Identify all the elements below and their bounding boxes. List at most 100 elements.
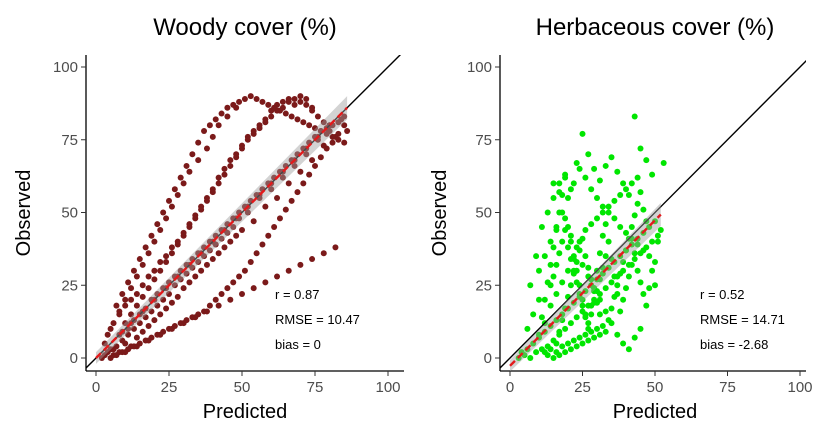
data-point xyxy=(209,133,216,140)
data-point xyxy=(166,290,172,297)
data-point xyxy=(139,328,146,335)
data-point xyxy=(215,180,222,187)
data-point xyxy=(265,232,272,239)
data-point xyxy=(250,130,257,137)
data-point xyxy=(215,302,222,309)
data-point xyxy=(649,171,656,178)
data-point xyxy=(107,325,114,332)
data-point xyxy=(133,273,140,280)
data-point xyxy=(160,209,167,216)
data-point xyxy=(608,279,615,286)
data-point xyxy=(168,250,175,257)
data-point xyxy=(288,197,295,204)
data-point xyxy=(171,282,178,289)
reference-lines xyxy=(86,55,402,369)
data-point xyxy=(171,186,178,193)
data-point xyxy=(332,244,339,251)
y-tick-label: 50 xyxy=(61,205,78,222)
stat-bias: bias = 0 xyxy=(275,337,321,352)
data-point xyxy=(524,325,531,332)
fit-line xyxy=(95,106,348,359)
data-point xyxy=(209,256,216,263)
data-point xyxy=(608,305,615,312)
data-point xyxy=(201,128,208,135)
data-point xyxy=(559,192,566,199)
data-point xyxy=(573,343,580,350)
confidence-band xyxy=(96,96,348,364)
data-point xyxy=(611,215,618,222)
data-point xyxy=(174,241,181,248)
data-point xyxy=(640,290,647,297)
data-point xyxy=(527,282,534,289)
data-point xyxy=(247,258,254,265)
data-point xyxy=(579,261,586,268)
x-tick-label: 25 xyxy=(161,379,178,396)
data-point xyxy=(567,346,574,353)
data-point xyxy=(582,311,589,318)
data-point xyxy=(588,186,595,193)
data-point xyxy=(594,299,600,306)
data-point xyxy=(536,331,542,338)
data-point xyxy=(594,325,600,332)
data-point xyxy=(594,194,600,201)
data-point xyxy=(579,296,586,303)
data-point xyxy=(133,302,140,309)
data-point xyxy=(285,267,292,274)
data-point xyxy=(553,261,560,268)
data-point xyxy=(174,293,181,300)
data-point xyxy=(547,346,554,353)
data-point xyxy=(585,151,592,158)
data-point xyxy=(180,180,187,187)
data-point xyxy=(239,226,245,233)
data-point xyxy=(128,296,135,303)
data-point xyxy=(285,180,292,187)
data-point xyxy=(567,238,574,245)
data-point xyxy=(582,174,589,181)
data-point xyxy=(119,290,126,297)
data-point xyxy=(276,215,283,222)
data-point xyxy=(605,209,612,216)
data-point xyxy=(579,235,586,242)
scatter-points xyxy=(98,93,351,361)
data-point xyxy=(565,267,571,274)
data-point xyxy=(198,267,205,274)
data-point xyxy=(192,215,199,222)
data-point xyxy=(312,162,318,169)
data-point xyxy=(282,206,289,213)
data-point xyxy=(614,282,621,289)
data-point xyxy=(596,331,603,338)
y-tick-label: 50 xyxy=(475,205,492,222)
data-point xyxy=(157,331,164,338)
data-point xyxy=(623,229,629,236)
data-point xyxy=(541,253,548,260)
data-point xyxy=(559,317,566,324)
data-point xyxy=(536,267,542,274)
data-point xyxy=(614,331,621,338)
data-point xyxy=(227,238,234,245)
data-point xyxy=(271,104,278,111)
data-point xyxy=(567,320,574,327)
x-tick-label: 75 xyxy=(307,379,324,396)
data-point xyxy=(183,162,190,169)
data-point xyxy=(309,157,316,164)
x-axis-label: Predicted xyxy=(613,401,698,423)
data-point xyxy=(174,192,181,199)
data-point xyxy=(570,337,577,344)
data-point xyxy=(163,305,170,312)
data-point xyxy=(288,113,295,120)
data-point xyxy=(631,334,638,341)
data-point xyxy=(556,352,563,359)
x-tick-label: 25 xyxy=(574,379,591,396)
data-point xyxy=(154,221,161,228)
herbaceous-cover-panel: Herbaceous cover (%) Predicted Observed … xyxy=(429,14,813,423)
data-point xyxy=(113,302,120,309)
data-point xyxy=(553,226,560,233)
data-point xyxy=(151,317,158,324)
data-point xyxy=(139,282,146,289)
y-axis-label: Observed xyxy=(429,170,451,257)
data-point xyxy=(576,165,583,172)
data-point xyxy=(300,119,307,126)
data-point xyxy=(634,200,641,207)
data-point xyxy=(306,171,313,178)
data-point xyxy=(230,224,237,231)
